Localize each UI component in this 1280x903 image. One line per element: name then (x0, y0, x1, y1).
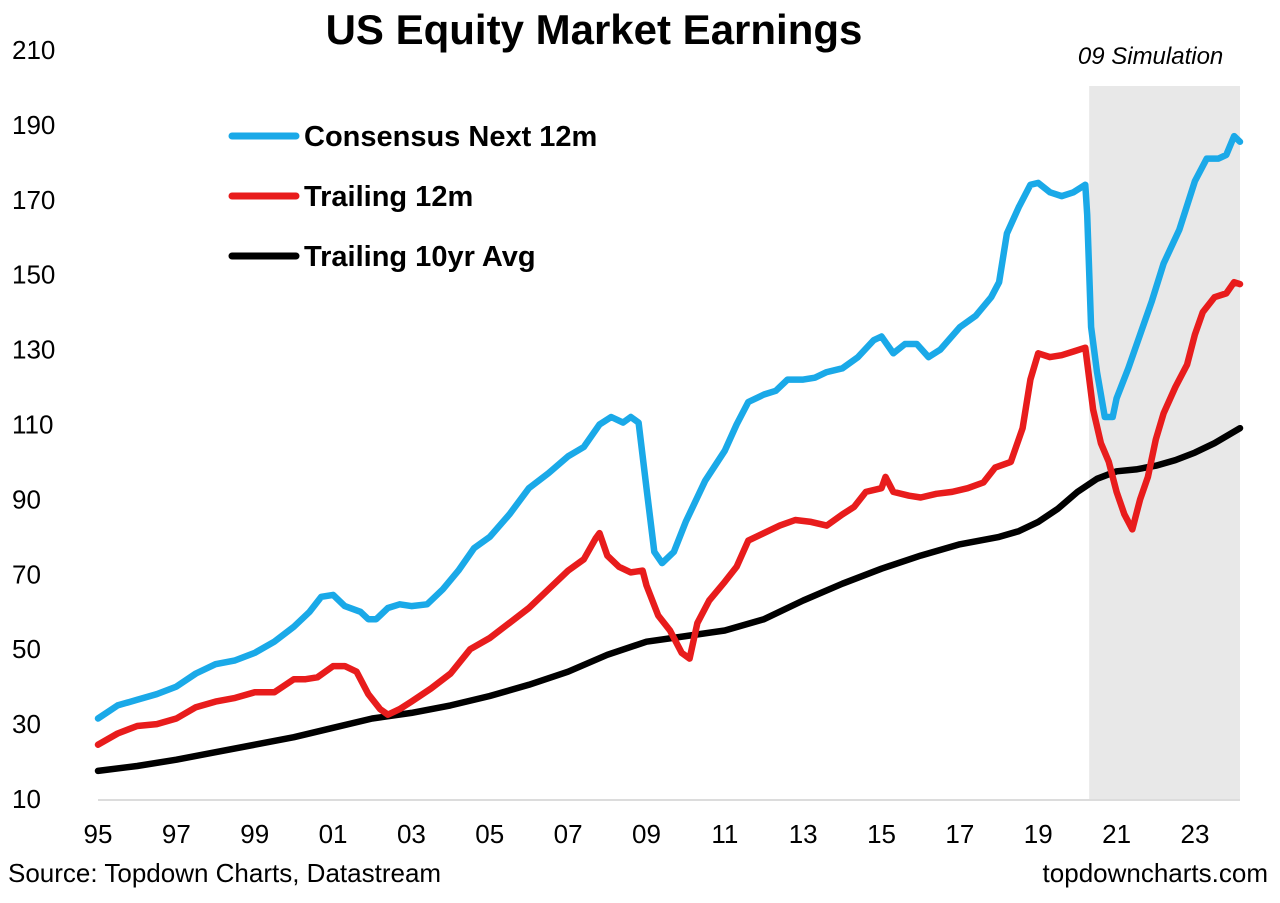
y-tick-label: 110 (12, 410, 53, 440)
y-tick-label: 130 (12, 335, 55, 365)
x-tick-label: 05 (475, 819, 504, 849)
chart-title: US Equity Market Earnings (326, 6, 863, 53)
x-tick-label: 09 (632, 819, 661, 849)
x-tick-label: 95 (84, 819, 113, 849)
legend-label: Trailing 10yr Avg (304, 241, 536, 273)
x-tick-label: 01 (319, 819, 348, 849)
legend: Consensus Next 12m Trailing 12m Trailing 1… (228, 121, 597, 273)
x-tick-label: 03 (397, 819, 426, 849)
x-tick-label: 15 (867, 819, 896, 849)
x-tick-label: 21 (1102, 819, 1131, 849)
x-tick-label: 13 (789, 819, 818, 849)
x-tick-label: 97 (162, 819, 191, 849)
x-tick-label: 99 (240, 819, 269, 849)
source-note: Source: Topdown Charts, Datastream (8, 858, 442, 888)
y-tick-label: 90 (12, 484, 41, 514)
x-tick-label: 11 (711, 819, 738, 849)
x-tick-label: 19 (1024, 819, 1053, 849)
y-tick-label: 190 (12, 110, 55, 140)
x-tick-label: 07 (554, 819, 583, 849)
website-credit: topdowncharts.com (1042, 858, 1268, 888)
y-tick-label: 70 (12, 559, 41, 589)
simulation-label: 09 Simulation (1078, 43, 1223, 70)
legend-label: Consensus Next 12m (304, 121, 597, 153)
y-tick-label: 210 (12, 35, 55, 65)
x-tick-label: 23 (1180, 819, 1209, 849)
x-axis: 95 97 99 01 03 05 07 09 11 13 15 17 19 21 23 (84, 819, 1210, 849)
y-tick-label: 170 (12, 185, 55, 215)
series-line-consensus-next-12m (94, 132, 1244, 722)
series-lines (94, 132, 1244, 775)
series-line-trailing-12m (94, 278, 1244, 748)
y-axis: 10 30 50 70 90 110 130 150 170 190 210 (12, 35, 55, 814)
series-line-trailing-10yr-avg (94, 424, 1244, 775)
y-tick-label: 10 (12, 784, 41, 814)
legend-label: Trailing 12m (304, 181, 473, 213)
y-tick-label: 50 (12, 634, 41, 664)
y-tick-label: 30 (12, 709, 41, 739)
x-tick-label: 17 (945, 819, 974, 849)
y-tick-label: 150 (12, 260, 55, 290)
